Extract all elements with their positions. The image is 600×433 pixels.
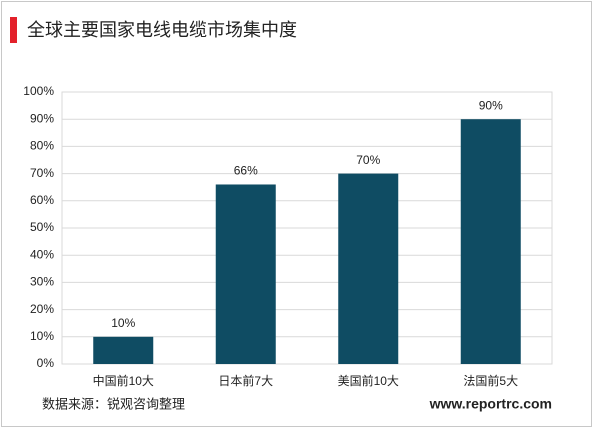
y-tick-label: 0% (37, 356, 55, 370)
x-tick-label: 日本前7大 (218, 373, 273, 388)
y-tick-label: 50% (30, 220, 54, 234)
y-tick-label: 60% (30, 193, 54, 207)
data-label: 66% (234, 164, 258, 178)
y-tick-label: 70% (30, 166, 54, 180)
y-tick-label: 80% (30, 139, 54, 153)
bar (215, 184, 276, 364)
x-tick-label: 美国前10大 (338, 373, 399, 388)
y-tick-label: 20% (30, 302, 54, 316)
data-label: 90% (479, 98, 503, 112)
bar (338, 173, 399, 364)
y-tick-label: 30% (30, 275, 54, 289)
x-tick-label: 中国前10大 (93, 373, 154, 388)
bar (460, 119, 521, 364)
y-tick-label: 40% (30, 247, 54, 261)
y-tick-label: 90% (30, 111, 54, 125)
y-tick-label: 100% (23, 84, 54, 98)
watermark: www.reportrc.com (429, 396, 552, 412)
source-note: 数据来源：锐观咨询整理 (42, 396, 185, 411)
x-tick-label: 法国前5大 (463, 373, 518, 388)
bar (93, 336, 154, 364)
data-label: 10% (111, 316, 135, 330)
title-accent (10, 17, 17, 43)
data-label: 70% (356, 153, 380, 167)
chart-title: 全球主要国家电线电缆市场集中度 (27, 20, 297, 40)
y-tick-label: 10% (30, 329, 54, 343)
